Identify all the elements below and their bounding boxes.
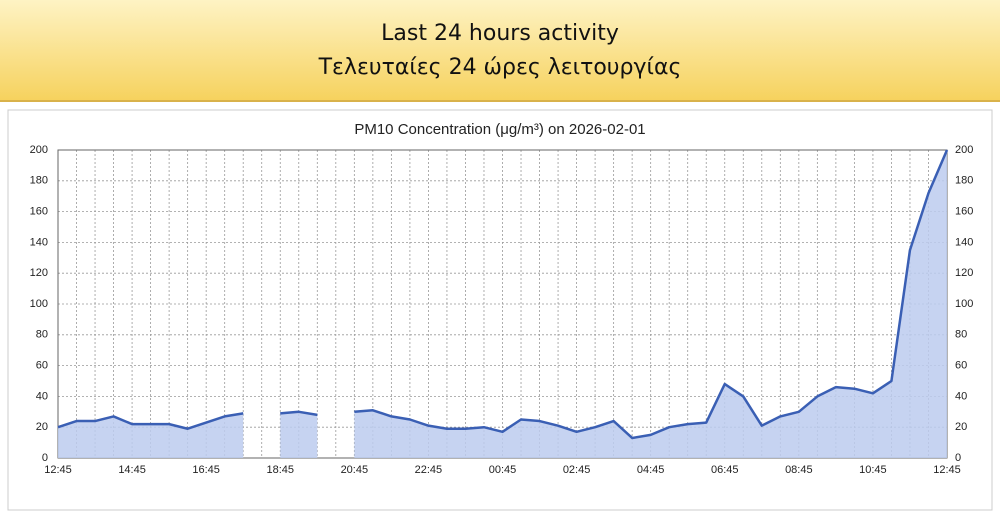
y2-tick-label: 100 [955,298,973,310]
y-tick-label: 200 [30,144,48,156]
x-tick-label: 22:45 [415,464,443,476]
area-fill [58,413,244,458]
y2-tick-label: 140 [955,236,973,248]
x-tick-label: 18:45 [266,464,294,476]
x-tick-label: 16:45 [192,464,220,476]
y2-tick-label: 120 [955,267,973,279]
x-tick-label: 02:45 [563,464,591,476]
y-tick-label: 140 [30,236,48,248]
x-tick-label: 04:45 [637,464,665,476]
x-tick-label: 12:45 [933,464,961,476]
chart: PM10 Concentration (μg/m³) on 2026-02-01… [7,109,993,511]
y-tick-label: 20 [36,421,48,433]
y-tick-label: 120 [30,267,48,279]
chart-title: PM10 Concentration (μg/m³) on 2026-02-01 [354,121,645,138]
x-tick-label: 06:45 [711,464,739,476]
y-tick-label: 0 [42,452,48,464]
y-tick-label: 80 [36,329,48,341]
y-tick-label: 160 [30,206,48,218]
y2-tick-label: 40 [955,390,967,402]
x-tick-label: 00:45 [489,464,517,476]
area-fill [280,411,318,458]
y-tick-label: 100 [30,298,48,310]
y2-tick-label: 160 [955,206,973,218]
y-tick-label: 60 [36,360,48,372]
y2-tick-label: 200 [955,144,973,156]
x-tick-label: 08:45 [785,464,813,476]
x-tick-label: 20:45 [341,464,369,476]
y2-tick-label: 0 [955,452,961,464]
x-tick-label: 14:45 [118,464,146,476]
area-fill [354,150,947,458]
header-subtitle: Τελευταίες 24 ώρες λειτουργίας [318,55,682,80]
header: Last 24 hours activity Τελευταίες 24 ώρε… [0,0,1000,102]
y2-tick-label: 80 [955,329,967,341]
y-tick-label: 40 [36,390,48,402]
line [57,149,949,440]
y2-tick-label: 20 [955,421,967,433]
y2-tick-label: 60 [955,360,967,372]
y-tick-label: 180 [30,175,48,187]
x-tick-label: 10:45 [859,464,887,476]
header-title: Last 24 hours activity [381,21,619,46]
y2-tick-label: 180 [955,175,973,187]
x-tick-label: 12:45 [44,464,72,476]
